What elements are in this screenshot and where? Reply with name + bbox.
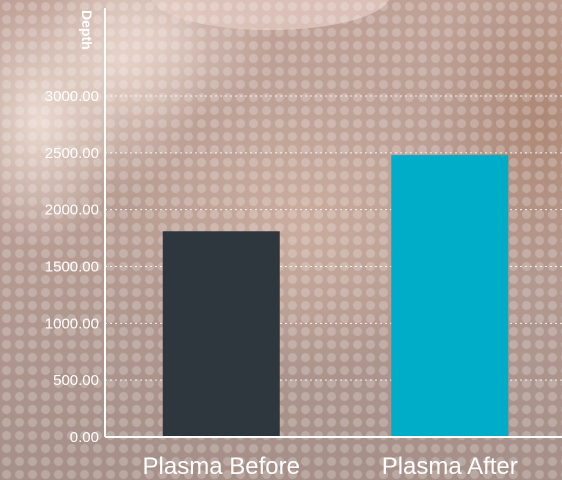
y-tick-labels: 0.00 500.00 1000.00 1500.00 2000.00 2500.00 30… <box>45 88 99 446</box>
y-tick-label: 0.00 <box>70 429 99 446</box>
y-axis-title: Depth <box>79 10 95 50</box>
background-hand-shape <box>0 0 230 220</box>
x-category-label: Plasma Before <box>143 453 300 480</box>
bar <box>162 231 280 437</box>
y-tick-label: 2500.00 <box>45 145 99 162</box>
x-category-label: Plasma After <box>382 453 518 480</box>
y-tick-label: 2000.00 <box>45 202 99 219</box>
y-tick-label: 3000.00 <box>45 88 99 105</box>
x-category-labels: Plasma Before Plasma After <box>143 453 518 480</box>
bars <box>162 155 509 437</box>
y-tick-label: 1000.00 <box>45 315 99 332</box>
y-tick-label: 500.00 <box>53 372 99 389</box>
bar <box>391 155 509 437</box>
y-tick-label: 1500.00 <box>45 259 99 276</box>
